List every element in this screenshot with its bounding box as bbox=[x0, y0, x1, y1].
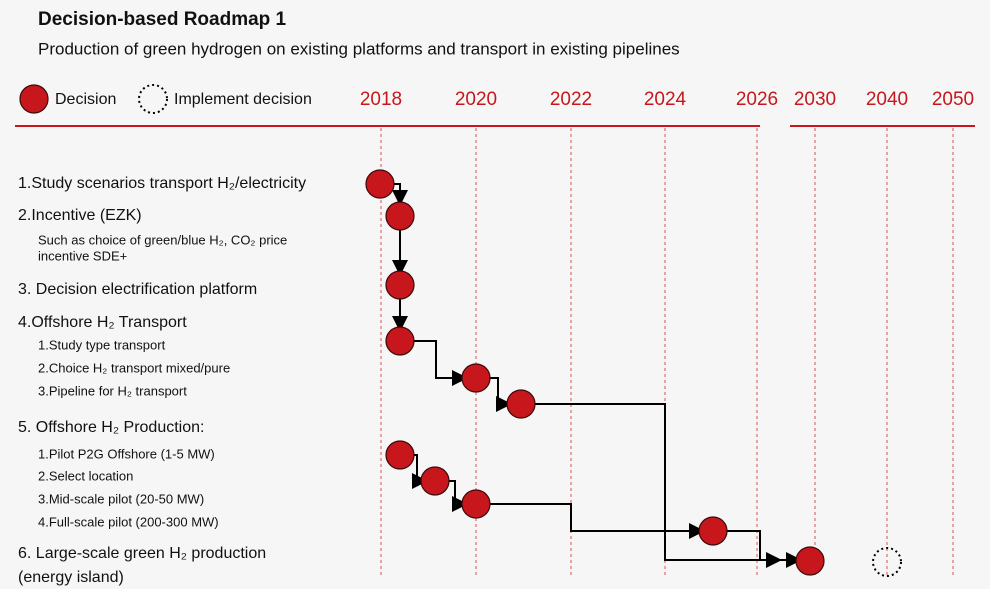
year-label: 2026 bbox=[736, 89, 778, 110]
decision bbox=[795, 546, 825, 576]
subitem-label: 1.Pilot P2G Offshore (1-5 MW) bbox=[38, 446, 215, 461]
year-label: 2022 bbox=[550, 89, 592, 110]
connector bbox=[521, 403, 802, 568]
connector bbox=[400, 340, 468, 386]
legend-decision-icon bbox=[19, 84, 49, 114]
decision bbox=[698, 516, 728, 546]
connector bbox=[476, 503, 705, 539]
decision bbox=[385, 326, 415, 356]
year-label: 2020 bbox=[455, 89, 497, 110]
legend-decision: Decision bbox=[55, 91, 116, 108]
year-label: 2040 bbox=[866, 89, 908, 110]
decision bbox=[385, 270, 415, 300]
subitem-label: incentive SDE+ bbox=[38, 248, 127, 263]
subitem-label: 1.Study type transport bbox=[38, 337, 166, 352]
title: Decision-based Roadmap 1 bbox=[38, 9, 287, 30]
subitem-label: 2.Select location bbox=[38, 468, 133, 483]
decision bbox=[385, 201, 415, 231]
subitem-label: Such as choice of green/blue H₂, CO₂ pri… bbox=[38, 232, 287, 247]
decision bbox=[385, 440, 415, 470]
decision bbox=[461, 363, 491, 393]
year-label: 2018 bbox=[360, 89, 402, 110]
item-label: 2.Incentive (EZK) bbox=[18, 207, 142, 224]
decision bbox=[420, 466, 450, 496]
implement-decision bbox=[872, 547, 902, 577]
item-label: 4.Offshore H₂ Transport bbox=[18, 314, 187, 331]
year-label: 2030 bbox=[794, 89, 836, 110]
decisions bbox=[365, 169, 902, 577]
legend-implement: Implement decision bbox=[174, 91, 312, 108]
year-label: 2050 bbox=[932, 89, 974, 110]
item-label: 3. Decision electrification platform bbox=[18, 281, 257, 298]
legend-implement-icon bbox=[138, 84, 168, 114]
connector bbox=[713, 530, 782, 568]
year-label: 2024 bbox=[644, 89, 687, 110]
subtitle: Production of green hydrogen on existing… bbox=[38, 39, 680, 58]
decision bbox=[506, 389, 536, 419]
subitem-label: 3.Pipeline for H₂ transport bbox=[38, 383, 187, 398]
item-label: (energy island) bbox=[18, 569, 124, 586]
item-label: 1.Study scenarios transport H₂/electrici… bbox=[18, 175, 306, 192]
subitem-label: 2.Choice H₂ transport mixed/pure bbox=[38, 360, 230, 375]
item-label: 6. Large-scale green H₂ production bbox=[18, 545, 266, 562]
subitem-label: 4.Full-scale pilot (200-300 MW) bbox=[38, 514, 219, 529]
item-label: 5. Offshore H₂ Production: bbox=[18, 419, 204, 436]
decision bbox=[365, 169, 395, 199]
subitem-label: 3.Mid-scale pilot (20-50 MW) bbox=[38, 491, 204, 506]
decision bbox=[461, 489, 491, 519]
